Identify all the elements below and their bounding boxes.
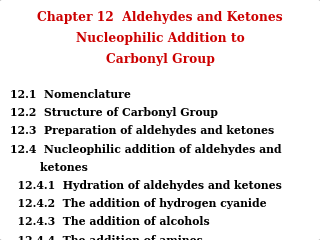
Text: 12.4.1  Hydration of aldehydes and ketones: 12.4.1 Hydration of aldehydes and ketone… xyxy=(10,180,282,191)
Text: Nucleophilic Addition to: Nucleophilic Addition to xyxy=(76,32,244,45)
Text: 12.3  Preparation of aldehydes and ketones: 12.3 Preparation of aldehydes and ketone… xyxy=(10,125,274,136)
Text: 12.1  Nomenclature: 12.1 Nomenclature xyxy=(10,89,131,100)
Text: 12.2  Structure of Carbonyl Group: 12.2 Structure of Carbonyl Group xyxy=(10,107,218,118)
Text: Carbonyl Group: Carbonyl Group xyxy=(106,53,214,66)
Text: ketones: ketones xyxy=(10,162,87,173)
Text: Chapter 12  Aldehydes and Ketones: Chapter 12 Aldehydes and Ketones xyxy=(37,11,283,24)
Text: 12.4  Nucleophilic addition of aldehydes and: 12.4 Nucleophilic addition of aldehydes … xyxy=(10,144,281,155)
Text: 12.4.4  The addition of amines: 12.4.4 The addition of amines xyxy=(10,235,203,240)
Text: 12.4.2  The addition of hydrogen cyanide: 12.4.2 The addition of hydrogen cyanide xyxy=(10,198,266,209)
Text: 12.4.3  The addition of alcohols: 12.4.3 The addition of alcohols xyxy=(10,216,209,228)
